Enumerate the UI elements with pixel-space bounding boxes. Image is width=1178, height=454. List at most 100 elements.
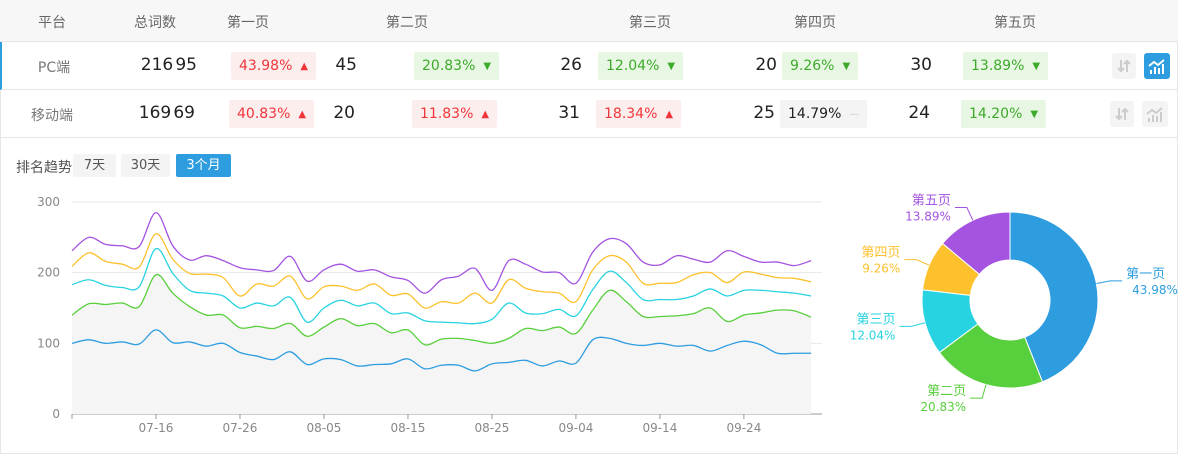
range-30d-button[interactable]: 30天 bbox=[121, 154, 170, 177]
x-tick-label: 08-15 bbox=[391, 421, 426, 435]
y-tick-label: 200 bbox=[37, 266, 60, 280]
slice-percent-label: 13.89% bbox=[905, 210, 951, 224]
chart-toggle-button[interactable] bbox=[1144, 53, 1170, 79]
page3-percent-badge: 12.04% ▼ bbox=[598, 52, 684, 80]
percent-value: 9.26% bbox=[790, 58, 835, 74]
header-page4: 第四页 bbox=[794, 15, 836, 31]
platform-name: PC端 bbox=[37, 60, 71, 76]
slice-name-label: 第三页 bbox=[856, 312, 895, 327]
area-fill bbox=[72, 274, 812, 414]
x-tick-label: 09-24 bbox=[726, 421, 761, 435]
page3-count: 31 bbox=[558, 103, 580, 123]
series-line-5 bbox=[71, 211, 812, 294]
trend-down-icon: ▼ bbox=[1032, 61, 1041, 72]
slice-percent-label: 20.83% bbox=[920, 400, 966, 414]
page4-percent-badge: 14.79% — bbox=[780, 100, 868, 128]
series-line-2 bbox=[71, 274, 812, 346]
range-3m-button[interactable]: 3个月 bbox=[176, 154, 231, 177]
y-tick-label: 0 bbox=[52, 407, 60, 421]
page5-percent-badge: 13.89% ▼ bbox=[963, 52, 1049, 80]
sort-button[interactable] bbox=[1110, 101, 1134, 127]
label-leader-line bbox=[954, 207, 974, 221]
page1-percent-badge: 40.83% ▲ bbox=[229, 100, 315, 128]
percent-value: 18.34% bbox=[604, 106, 658, 122]
table-row[interactable]: PC端 216 95 43.98% ▲ 45 20.83% ▼ 26 12.04% ▼ 20 … bbox=[0, 42, 1178, 90]
percent-value: 20.83% bbox=[422, 58, 476, 74]
slice-percent-label: 9.26% bbox=[862, 262, 900, 276]
page1-count: 69 bbox=[173, 103, 195, 123]
slice-name-label: 第五页 bbox=[912, 194, 951, 209]
header-page5: 第五页 bbox=[994, 15, 1036, 31]
header-platform: 平台 bbox=[38, 15, 66, 31]
slice-name-label: 第四页 bbox=[861, 246, 900, 261]
sort-button[interactable] bbox=[1112, 53, 1136, 79]
x-tick-label: 09-14 bbox=[642, 421, 677, 435]
trend-label: 排名趋势 bbox=[16, 160, 72, 176]
sort-arrows-icon bbox=[1115, 107, 1129, 121]
page2-percent-badge: 11.83% ▲ bbox=[412, 100, 498, 128]
slice-percent-label: 43.98% bbox=[1132, 283, 1178, 297]
bar-trend-chart-icon bbox=[1148, 59, 1165, 74]
bar-trend-chart-icon bbox=[1146, 107, 1163, 122]
range-7d-button[interactable]: 7天 bbox=[73, 154, 116, 177]
series-line-1 bbox=[71, 329, 812, 372]
label-leader-line bbox=[899, 322, 926, 327]
page4-count: 25 bbox=[753, 103, 775, 123]
page2-count: 45 bbox=[335, 55, 357, 75]
total-keywords: 169 bbox=[138, 103, 172, 123]
y-tick-label: 300 bbox=[37, 195, 60, 209]
page5-percent-badge: 14.20% ▼ bbox=[961, 100, 1047, 128]
page5-count: 30 bbox=[910, 55, 932, 75]
x-tick-label: 07-16 bbox=[139, 421, 174, 435]
chart-toggle-button[interactable] bbox=[1142, 101, 1168, 127]
x-tick-label: 08-05 bbox=[307, 421, 342, 435]
percent-value: 14.79% bbox=[788, 106, 842, 122]
label-leader-line bbox=[1096, 280, 1123, 284]
slice-name-label: 第一页 bbox=[1126, 267, 1165, 282]
trend-down-icon: ▼ bbox=[842, 61, 851, 72]
percent-value: 11.83% bbox=[420, 106, 474, 122]
header-total: 总词数 bbox=[134, 15, 176, 31]
page4-percent-badge: 9.26% ▼ bbox=[782, 52, 859, 80]
page2-count: 20 bbox=[333, 103, 355, 123]
percent-value: 14.20% bbox=[969, 106, 1023, 122]
table-header: 平台 总词数 第一页 第二页 第三页 第四页 第五页 bbox=[0, 0, 1178, 42]
table-row[interactable]: 移动端 169 69 40.83% ▲ 20 11.83% ▲ 31 18.34% ▲ 25 … bbox=[0, 90, 1178, 138]
percent-value: 43.98% bbox=[239, 58, 293, 74]
x-tick-label: 08-25 bbox=[474, 421, 509, 435]
page1-percent-badge: 43.98% ▲ bbox=[231, 52, 317, 80]
label-leader-line bbox=[904, 259, 930, 266]
sort-arrows-icon bbox=[1117, 59, 1131, 73]
trend-up-icon: ▲ bbox=[481, 109, 490, 120]
page2-percent-badge: 20.83% ▼ bbox=[414, 52, 500, 80]
platform-name: 移动端 bbox=[31, 108, 73, 124]
donut-slice-2[interactable] bbox=[938, 323, 1044, 389]
header-page2: 第二页 bbox=[386, 15, 428, 31]
percent-value: 12.04% bbox=[606, 58, 660, 74]
trend-down-icon: ▼ bbox=[667, 61, 676, 72]
x-tick-label: 09-04 bbox=[558, 421, 593, 435]
trend-flat-icon: — bbox=[849, 109, 860, 120]
donut-slice-5[interactable] bbox=[941, 211, 1011, 275]
header-page3: 第三页 bbox=[629, 15, 671, 31]
percent-value: 40.83% bbox=[237, 106, 291, 122]
page1-count: 95 bbox=[175, 55, 197, 75]
percent-value: 13.89% bbox=[971, 58, 1025, 74]
trend-up-icon: ▲ bbox=[298, 109, 307, 120]
slice-percent-label: 12.04% bbox=[850, 328, 896, 342]
page3-count: 26 bbox=[560, 55, 582, 75]
total-keywords: 216 bbox=[140, 55, 174, 75]
header-page1: 第一页 bbox=[227, 15, 269, 31]
trend-down-icon: ▼ bbox=[1030, 109, 1039, 120]
page5-count: 24 bbox=[908, 103, 930, 123]
x-tick-label: 07-26 bbox=[223, 421, 258, 435]
donut-slice-1[interactable] bbox=[1009, 211, 1099, 383]
trend-down-icon: ▼ bbox=[483, 61, 492, 72]
slice-name-label: 第二页 bbox=[927, 384, 966, 399]
series-line-4 bbox=[71, 233, 812, 309]
label-leader-line bbox=[970, 384, 987, 399]
y-tick-label: 100 bbox=[37, 336, 60, 350]
trend-up-icon: ▲ bbox=[665, 109, 674, 120]
rank-trend-chart: 0 100 200 300 07-16 07-26 08-05 08-15 08-25 09-04… bbox=[37, 195, 822, 435]
